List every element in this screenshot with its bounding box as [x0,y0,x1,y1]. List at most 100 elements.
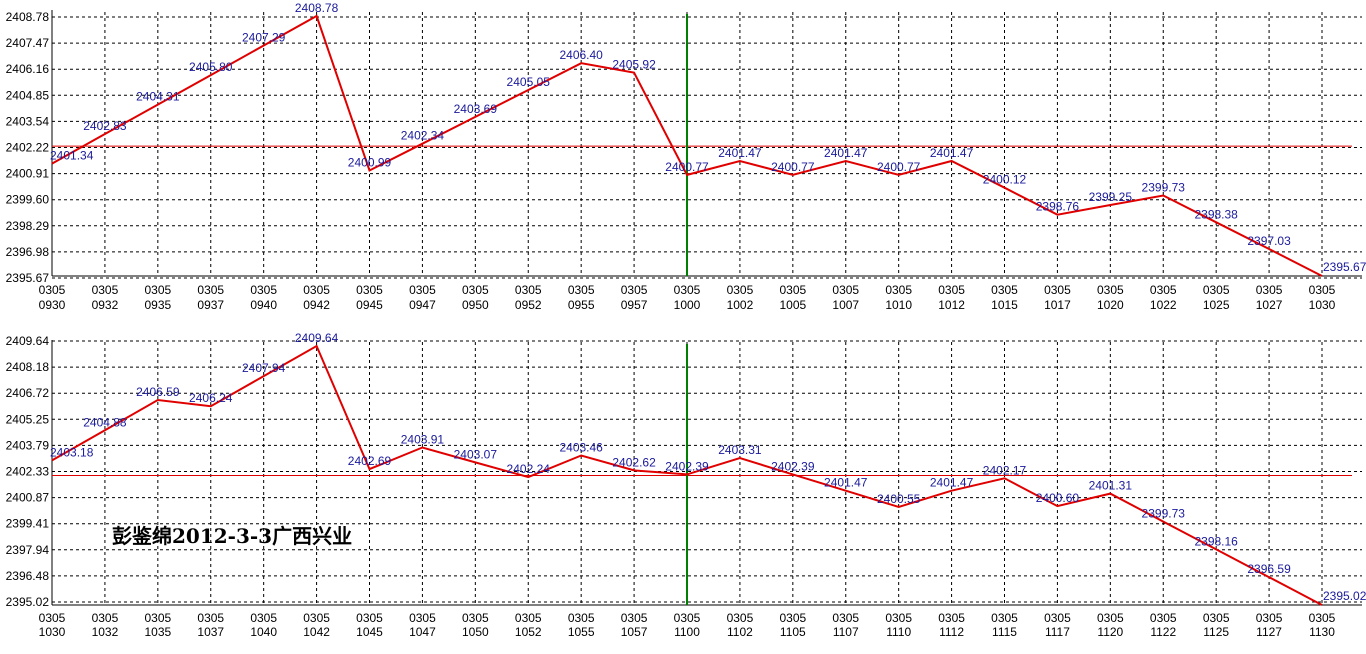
data-label: 2407.94 [242,361,286,375]
x-tick-date-label: 0305 [779,283,806,297]
x-tick-date-label: 0305 [1097,611,1124,625]
x-tick-time-label: 1110 [886,625,911,639]
x-tick-time-label: 1115 [992,625,1017,639]
x-tick-date-label: 0305 [621,611,648,625]
data-label: 2409.64 [295,331,339,345]
x-tick-time-label: 1125 [1203,625,1229,639]
x-tick-date-label: 0305 [197,283,224,297]
data-label: 2403.31 [718,443,762,457]
x-tick-time-label: 1000 [674,298,701,312]
y-tick-label: 2395.02 [6,595,50,609]
data-label: 2399.25 [1089,190,1133,204]
data-label: 2402.39 [771,459,815,473]
data-label: 2401.31 [1089,479,1133,493]
series-line [51,14,1323,277]
x-tick-time-label: 1052 [515,625,542,639]
data-label: 2398.76 [1036,200,1080,214]
x-tick-time-label: 0955 [568,298,595,312]
data-label: 2402.17 [983,463,1027,477]
data-label: 2402.62 [612,455,656,469]
x-tick-date-label: 0305 [303,611,330,625]
data-label: 2400.55 [877,492,921,506]
data-label: 2401.47 [930,146,974,160]
data-label: 2400.60 [1036,491,1080,505]
x-tick-time-label: 0932 [92,298,119,312]
x-tick-time-label: 0937 [197,298,224,312]
y-tick-label: 2399.41 [6,517,50,531]
data-label: 2402.24 [507,462,551,476]
x-tick-date-label: 0305 [462,611,489,625]
data-label: 2403.46 [559,440,603,454]
x-tick-time-label: 1025 [1203,298,1230,312]
x-tick-date-label: 0305 [515,611,542,625]
x-tick-date-label: 0305 [92,611,119,625]
x-tick-time-label: 1047 [409,625,436,639]
data-label: 2405.05 [507,75,551,89]
data-label: 2401.47 [930,476,974,490]
y-tick-label: 2400.91 [6,167,50,181]
x-tick-date-label: 0305 [674,611,701,625]
x-tick-time-label: 0957 [621,298,648,312]
x-tick-date-label: 0305 [991,611,1018,625]
y-tick-label: 2397.94 [6,543,50,557]
y-tick-label: 2402.22 [6,141,50,155]
series-line [51,344,1323,606]
data-label: 2400.77 [665,160,709,174]
x-tick-date-label: 0305 [1256,611,1283,625]
chart-panel-bottom: 2409.64 2408.18 2406.72 2405.25 2403.79 2402.… [6,331,1366,639]
x-tick-time-label: 1017 [1044,298,1071,312]
x-tick-time-label: 1010 [885,298,912,312]
data-label: 2400.99 [348,155,392,169]
x-tick-time-label: 1120 [1097,625,1123,639]
x-tick-date-label: 0305 [1309,611,1336,625]
chart-panel-top: 2408.78 2407.47 2406.16 2404.85 2403.54 2402.… [6,1,1366,312]
data-label: 2396.59 [1247,562,1291,576]
y-tick-label: 2396.98 [6,245,50,259]
x-tick-time-label: 1122 [1150,625,1176,639]
x-tick-date-label: 0305 [1044,283,1071,297]
data-label: 2408.78 [295,1,339,15]
data-label: 2400.77 [771,160,815,174]
data-label: 2403.91 [401,433,445,447]
x-tick-time-label: 1055 [568,625,595,639]
data-label: 2406.59 [136,385,180,399]
x-tick-date-label: 0305 [832,283,859,297]
data-label: 2403.69 [454,102,498,116]
y-tick-label: 2406.16 [6,62,50,76]
x-tick-time-label: 1107 [833,625,859,639]
x-tick-time-label: 1015 [991,298,1018,312]
x-tick-date-label: 0305 [1097,283,1124,297]
x-tick-time-label: 1050 [462,625,489,639]
x-tick-time-label: 1032 [92,625,119,639]
y-tick-label: 2400.87 [6,491,50,505]
y-tick-label: 2402.33 [6,465,50,479]
data-label: 2398.38 [1194,207,1238,221]
data-label: 2401.47 [824,146,868,160]
x-tick-time-label: 1022 [1150,298,1177,312]
data-label: 2406.40 [559,48,603,62]
x-tick-time-label: 1037 [197,625,224,639]
x-tick-date-label: 0305 [92,283,119,297]
data-label: 2402.34 [401,129,445,143]
x-tick-time-label: 1100 [674,625,700,639]
data-label: 2400.12 [983,173,1027,187]
x-tick-date-label: 0305 [885,283,912,297]
data-label: 2401.47 [824,476,868,490]
x-tick-date-label: 0305 [991,283,1018,297]
data-label: 2407.29 [242,31,286,45]
x-tick-date-label: 0305 [356,283,383,297]
x-tick-date-label: 0305 [938,283,965,297]
data-label: 2405.92 [612,58,656,72]
data-label: 2400.77 [877,160,921,174]
data-label: 2395.02 [1323,589,1366,603]
y-tick-label: 2406.72 [6,386,50,400]
x-tick-time-label: 1045 [356,625,383,639]
x-tick-date-label: 0305 [409,611,436,625]
y-tick-label: 2398.29 [6,219,50,233]
x-tick-time-label: 1057 [621,625,648,639]
y-tick-label: 2408.18 [6,360,50,374]
x-tick-date-label: 0305 [568,283,595,297]
data-label: 2399.73 [1142,507,1186,521]
x-tick-date-label: 0305 [250,283,277,297]
y-tick-label: 2408.78 [6,10,50,24]
